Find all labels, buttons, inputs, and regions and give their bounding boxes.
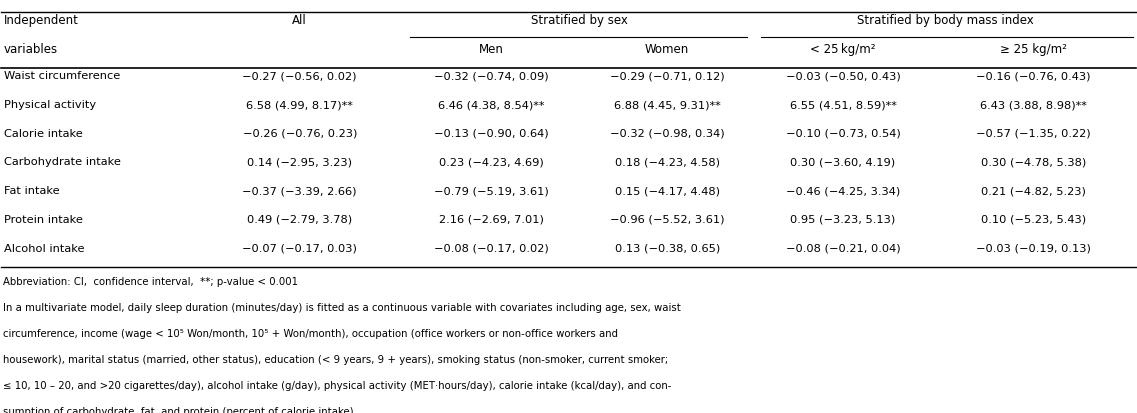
Text: 0.49 (−2.79, 3.78): 0.49 (−2.79, 3.78) (247, 215, 352, 225)
Text: sumption of carbohydrate, fat, and protein (percent of calorie intake): sumption of carbohydrate, fat, and prote… (2, 407, 354, 413)
Text: Calorie intake: Calorie intake (3, 129, 82, 139)
Text: 0.30 (−4.78, 5.38): 0.30 (−4.78, 5.38) (981, 157, 1086, 168)
Text: −0.96 (−5.52, 3.61): −0.96 (−5.52, 3.61) (609, 215, 724, 225)
Text: −0.57 (−1.35, 0.22): −0.57 (−1.35, 0.22) (977, 129, 1090, 139)
Text: −0.29 (−0.71, 0.12): −0.29 (−0.71, 0.12) (609, 71, 724, 81)
Text: 0.21 (−4.82, 5.23): 0.21 (−4.82, 5.23) (981, 186, 1086, 196)
Text: −0.03 (−0.50, 0.43): −0.03 (−0.50, 0.43) (786, 71, 901, 81)
Text: circumference, income (wage < 10⁵ Won/month, 10⁵ + Won/month), occupation (offic: circumference, income (wage < 10⁵ Won/mo… (2, 329, 617, 339)
Text: −0.79 (−5.19, 3.61): −0.79 (−5.19, 3.61) (434, 186, 549, 196)
Text: < 25 kg/m²: < 25 kg/m² (811, 43, 875, 56)
Text: Fat intake: Fat intake (3, 186, 59, 196)
Text: −0.32 (−0.98, 0.34): −0.32 (−0.98, 0.34) (609, 129, 724, 139)
Text: 0.30 (−3.60, 4.19): 0.30 (−3.60, 4.19) (790, 157, 896, 168)
Text: Protein intake: Protein intake (3, 215, 83, 225)
Text: Abbreviation: CI,  confidence interval,  **; p-value < 0.001: Abbreviation: CI, confidence interval, *… (2, 277, 298, 287)
Text: 6.58 (4.99, 8.17)**: 6.58 (4.99, 8.17)** (247, 100, 354, 110)
Text: 6.46 (4.38, 8.54)**: 6.46 (4.38, 8.54)** (438, 100, 545, 110)
Text: Alcohol intake: Alcohol intake (3, 244, 84, 254)
Text: −0.08 (−0.17, 0.02): −0.08 (−0.17, 0.02) (434, 244, 549, 254)
Text: Stratified by sex: Stratified by sex (531, 14, 629, 27)
Text: Waist circumference: Waist circumference (3, 71, 119, 81)
Text: −0.37 (−3.39, 2.66): −0.37 (−3.39, 2.66) (242, 186, 357, 196)
Text: Independent: Independent (3, 14, 78, 27)
Text: 0.23 (−4.23, 4.69): 0.23 (−4.23, 4.69) (439, 157, 543, 168)
Text: −0.26 (−0.76, 0.23): −0.26 (−0.76, 0.23) (242, 129, 357, 139)
Text: variables: variables (3, 43, 58, 56)
Text: ≤ 10, 10 – 20, and >20 cigarettes/day), alcohol intake (g/day), physical activit: ≤ 10, 10 – 20, and >20 cigarettes/day), … (2, 381, 671, 391)
Text: Carbohydrate intake: Carbohydrate intake (3, 157, 121, 168)
Text: −0.07 (−0.17, 0.03): −0.07 (−0.17, 0.03) (242, 244, 357, 254)
Text: 2.16 (−2.69, 7.01): 2.16 (−2.69, 7.01) (439, 215, 543, 225)
Text: −0.16 (−0.76, 0.43): −0.16 (−0.76, 0.43) (977, 71, 1090, 81)
Text: 6.88 (4.45, 9.31)**: 6.88 (4.45, 9.31)** (614, 100, 721, 110)
Text: 6.43 (3.88, 8.98)**: 6.43 (3.88, 8.98)** (980, 100, 1087, 110)
Text: Women: Women (645, 43, 689, 56)
Text: −0.46 (−4.25, 3.34): −0.46 (−4.25, 3.34) (786, 186, 901, 196)
Text: 0.15 (−4.17, 4.48): 0.15 (−4.17, 4.48) (615, 186, 720, 196)
Text: −0.32 (−0.74, 0.09): −0.32 (−0.74, 0.09) (434, 71, 549, 81)
Text: −0.27 (−0.56, 0.02): −0.27 (−0.56, 0.02) (242, 71, 357, 81)
Text: 0.18 (−4.23, 4.58): 0.18 (−4.23, 4.58) (615, 157, 720, 168)
Text: 6.55 (4.51, 8.59)**: 6.55 (4.51, 8.59)** (789, 100, 896, 110)
Text: −0.13 (−0.90, 0.64): −0.13 (−0.90, 0.64) (434, 129, 549, 139)
Text: −0.10 (−0.73, 0.54): −0.10 (−0.73, 0.54) (786, 129, 901, 139)
Text: 0.14 (−2.95, 3.23): 0.14 (−2.95, 3.23) (247, 157, 352, 168)
Text: Stratified by body mass index: Stratified by body mass index (857, 14, 1034, 27)
Text: Physical activity: Physical activity (3, 100, 96, 110)
Text: ≥ 25 kg/m²: ≥ 25 kg/m² (1001, 43, 1067, 56)
Text: Men: Men (479, 43, 504, 56)
Text: 0.13 (−0.38, 0.65): 0.13 (−0.38, 0.65) (615, 244, 720, 254)
Text: All: All (292, 14, 307, 27)
Text: −0.03 (−0.19, 0.13): −0.03 (−0.19, 0.13) (976, 244, 1092, 254)
Text: housework), marital status (married, other status), education (< 9 years, 9 + ye: housework), marital status (married, oth… (2, 355, 667, 365)
Text: In a multivariate model, daily sleep duration (minutes/day) is fitted as a conti: In a multivariate model, daily sleep dur… (2, 303, 680, 313)
Text: −0.08 (−0.21, 0.04): −0.08 (−0.21, 0.04) (786, 244, 901, 254)
Text: 0.10 (−5.23, 5.43): 0.10 (−5.23, 5.43) (981, 215, 1086, 225)
Text: 0.95 (−3.23, 5.13): 0.95 (−3.23, 5.13) (790, 215, 896, 225)
